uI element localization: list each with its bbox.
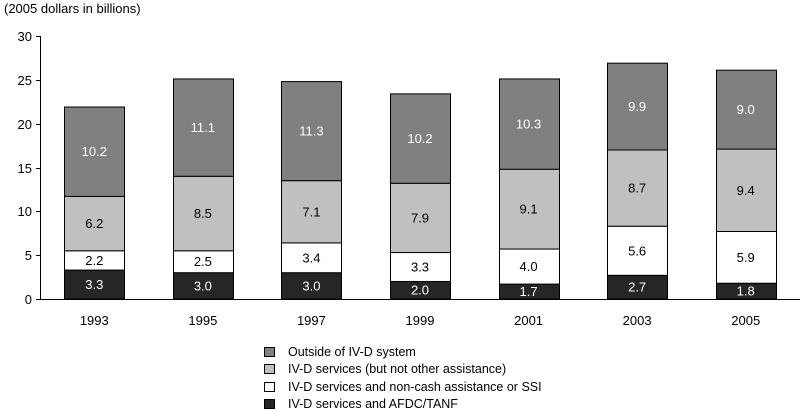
data-label: 2.5: [194, 254, 212, 269]
data-label: 5.6: [628, 243, 646, 258]
data-label: 10.2: [82, 144, 107, 159]
data-label: 9.4: [737, 183, 755, 198]
bar-segment: [390, 252, 451, 282]
data-label: 3.3: [411, 260, 429, 275]
legend-item: IV-D services (but not other assistance): [264, 361, 542, 379]
data-label: 9.0: [737, 102, 755, 117]
legend: Outside of IV-D system IV-D services (bu…: [264, 343, 542, 413]
y-tick-label: 0: [25, 292, 32, 307]
legend-item: Outside of IV-D system: [264, 343, 542, 361]
bar-segment: [173, 175, 234, 252]
bar-segment: [64, 106, 125, 197]
x-tick-label: 1999: [406, 313, 435, 328]
data-label: 8.7: [628, 181, 646, 196]
bar-segment: [390, 93, 451, 184]
bar-segment: [64, 195, 125, 252]
bar-segment: [173, 78, 234, 177]
data-label: 11.1: [191, 120, 215, 135]
bar-segment: [173, 272, 234, 300]
y-tick-label: 15: [18, 161, 32, 176]
legend-label: Outside of IV-D system: [288, 344, 416, 359]
bar-segment: [499, 168, 560, 250]
data-label: 6.2: [85, 216, 103, 231]
data-label: 9.1: [520, 202, 538, 217]
legend-label: IV-D services (but not other assistance): [288, 362, 507, 377]
bar-segment: [281, 242, 342, 274]
data-label: 7.1: [302, 204, 320, 219]
data-label: 10.3: [516, 117, 541, 132]
data-label: 8.5: [194, 206, 212, 221]
x-tick-label: 1993: [80, 313, 109, 328]
data-label: 3.0: [194, 278, 212, 293]
legend-label: IV-D services and AFDC/TANF: [288, 397, 458, 412]
y-tick-label: 10: [18, 204, 32, 219]
legend-label: IV-D services and non-cash assistance or…: [288, 379, 542, 394]
x-tick-label: 2005: [731, 313, 760, 328]
legend-item: IV-D services and AFDC/TANF: [264, 396, 542, 413]
bar-segment: [499, 248, 560, 285]
x-tick-label: 1995: [188, 313, 217, 328]
bar-segment: [607, 225, 668, 276]
bar-segment: [607, 149, 668, 227]
bar-segment: [281, 180, 342, 244]
data-label: 9.9: [628, 99, 646, 114]
stacked-bar-chart: 0 5 10 15 20 25 30 3.3 2.2 6.2 10.2 1993 3.0 2.5 8.5 11…: [18, 29, 800, 328]
data-label: 1.7: [520, 284, 538, 299]
x-tick-label: 1997: [297, 313, 326, 328]
legend-item: IV-D services and non-cash assistance or…: [264, 378, 542, 396]
bar-segment: [716, 148, 777, 232]
data-label: 11.3: [299, 124, 323, 139]
y-tick-label: 25: [18, 73, 32, 88]
legend-swatch-ivd-afdc-tanf: [264, 399, 275, 410]
y-tick-label: 5: [25, 248, 32, 263]
data-label: 3.0: [302, 278, 320, 293]
unit-label: (2005 dollars in billions): [4, 1, 141, 16]
legend-swatch-outside-ivd: [264, 346, 275, 357]
y-tick-label: 30: [18, 29, 32, 44]
x-tick-label: 2001: [514, 313, 543, 328]
bar-segment: [716, 230, 777, 284]
data-label: 5.9: [737, 250, 755, 265]
x-tick-label: 2003: [623, 313, 652, 328]
data-label: 2.0: [411, 283, 429, 298]
data-label: 2.2: [85, 253, 103, 268]
legend-swatch-ivd-services: [264, 364, 275, 375]
data-label: 3.4: [302, 250, 320, 265]
data-label: 3.3: [85, 277, 103, 292]
bar-segment: [499, 78, 560, 170]
bar-segment: [716, 69, 777, 150]
data-label: 1.8: [737, 284, 755, 299]
bar-segment: [607, 62, 668, 151]
legend-swatch-ivd-noncash-ssi: [264, 381, 275, 392]
y-tick-label: 20: [18, 117, 32, 132]
data-label: 7.9: [411, 210, 429, 225]
data-label: 4.0: [520, 259, 538, 274]
data-label: 2.7: [628, 280, 646, 295]
bar-segment: [281, 81, 342, 182]
data-label: 10.2: [407, 131, 432, 146]
